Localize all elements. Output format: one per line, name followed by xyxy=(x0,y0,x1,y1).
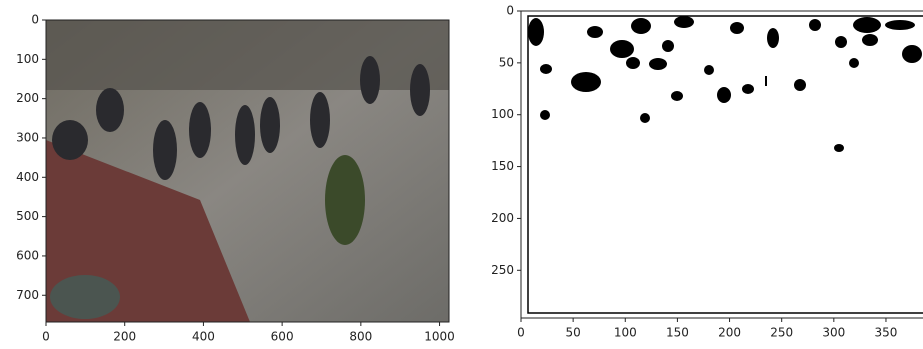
figure: 0200400600800100001002003004005006007000… xyxy=(0,0,923,349)
x-tick-label: 400 xyxy=(192,330,215,344)
y-tick-label: 100 xyxy=(16,52,39,66)
x-tick-label: 800 xyxy=(349,330,372,344)
x-tick-label: 350 xyxy=(875,326,898,340)
y-tick-label: 500 xyxy=(16,209,39,223)
x-tick-label: 0 xyxy=(517,326,525,340)
y-tick-label: 250 xyxy=(491,263,514,277)
y-tick-label: 0 xyxy=(506,4,514,18)
x-tick-label: 200 xyxy=(718,326,741,340)
y-tick-label: 200 xyxy=(16,91,39,105)
x-tick-label: 100 xyxy=(614,326,637,340)
x-tick-label: 250 xyxy=(770,326,793,340)
x-tick-label: 1000 xyxy=(424,330,455,344)
y-tick-label: 50 xyxy=(499,55,514,69)
x-tick-label: 50 xyxy=(565,326,580,340)
y-tick-label: 100 xyxy=(491,107,514,121)
y-tick-label: 600 xyxy=(16,248,39,262)
y-tick-label: 0 xyxy=(31,13,39,27)
x-tick-label: 600 xyxy=(271,330,294,344)
photo xyxy=(46,20,449,322)
y-tick-label: 200 xyxy=(491,211,514,225)
y-tick-label: 400 xyxy=(16,170,39,184)
y-tick-label: 300 xyxy=(16,130,39,144)
mask xyxy=(521,11,923,318)
x-tick-label: 200 xyxy=(113,330,136,344)
y-tick-label: 150 xyxy=(491,159,514,173)
page: 0200400600800100001002003004005006007000… xyxy=(0,0,923,349)
x-tick-label: 150 xyxy=(666,326,689,340)
y-tick-label: 700 xyxy=(16,288,39,302)
x-tick-label: 300 xyxy=(822,326,845,340)
x-tick-label: 0 xyxy=(42,330,50,344)
